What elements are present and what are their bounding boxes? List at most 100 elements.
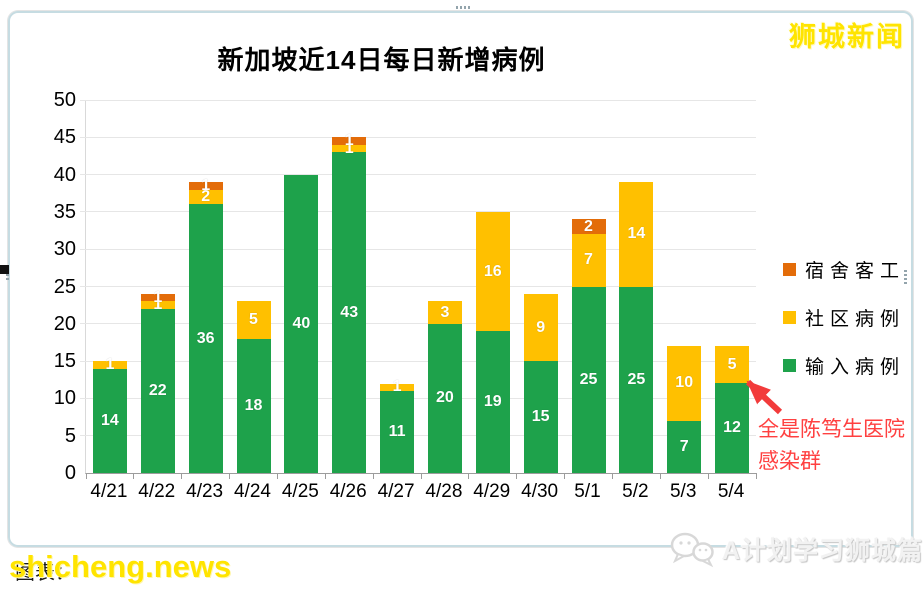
x-axis-label: 4/23 [186, 481, 224, 502]
watermark-shicheng-news-url: shicheng.news [9, 549, 232, 584]
resize-handle-right[interactable] [904, 270, 907, 285]
bar-segment-社区病例[interactable] [667, 346, 702, 421]
annotation-arrow-icon [745, 379, 783, 415]
gridline [80, 286, 756, 287]
y-axis-label: 30 [53, 238, 76, 261]
bar-data-label: 3 [440, 303, 450, 321]
chart-source-caption: 图表： [15, 562, 75, 584]
bar-segment-输入病例[interactable] [427, 323, 462, 473]
bar-segment-输入病例[interactable] [188, 204, 223, 473]
bar-segment-输入病例[interactable] [380, 390, 415, 473]
bar-data-label: 19 [483, 393, 502, 411]
bar-segment-社区病例[interactable] [619, 182, 654, 287]
bar-segment-宿舍客工[interactable] [188, 182, 223, 190]
bar-segment-输入病例[interactable] [140, 308, 175, 473]
gridline [80, 435, 756, 437]
bar-segment-输入病例[interactable] [715, 383, 750, 473]
bar-segment-输入病例[interactable] [667, 420, 702, 473]
plot-area[interactable]: 14 1 22 1 1 36 2 1 18 5 40 43 1 1 11 1 20 3 19 16 15 9 25 7 2 25 1… [80, 99, 757, 479]
bar-segment-输入病例[interactable] [332, 152, 367, 473]
bar-segment-输入病例[interactable] [523, 361, 558, 473]
gridline [80, 248, 756, 250]
bar-data-label: 14 [627, 225, 646, 243]
x-axis-tick [755, 473, 757, 479]
wechat-icon [670, 532, 714, 568]
bar-segment-输入病例[interactable] [619, 286, 654, 473]
y-axis-label: 40 [53, 163, 76, 186]
bar-segment-宿舍客工[interactable] [140, 293, 175, 302]
bar-data-label: 14 [101, 411, 119, 429]
bar-segment-社区病例[interactable] [140, 301, 175, 309]
legend-swatch-icon [783, 263, 796, 276]
x-axis-label: 5/3 [669, 481, 697, 502]
x-axis-label: 5/2 [622, 481, 649, 502]
page-edge-marker [0, 265, 9, 274]
bar-data-label: 5 [727, 355, 737, 373]
x-axis-tick [659, 473, 661, 479]
x-axis-tick [564, 473, 566, 479]
bar-segment-社区病例[interactable] [523, 293, 558, 362]
x-axis-label: 4/26 [329, 481, 367, 502]
y-axis-label: 10 [53, 387, 76, 410]
legend-label: 社区病例 [805, 309, 906, 330]
x-axis-label: 4/30 [521, 481, 559, 502]
y-axis-label: 5 [64, 424, 76, 447]
resize-handle-top[interactable] [456, 6, 471, 9]
x-axis-tick [420, 473, 422, 479]
bar-segment-社区病例[interactable] [715, 346, 750, 384]
y-axis-label: 25 [53, 275, 76, 298]
x-axis-label: 5/4 [717, 481, 745, 502]
bar-data-label: 15 [531, 408, 550, 426]
legend-item-输入病例[interactable]: 输入病例 [783, 352, 905, 379]
y-axis-label: 35 [53, 200, 76, 223]
bottom-right-logo-text: A计划学习狮城篇 [722, 537, 923, 565]
legend-item-宿舍客工[interactable]: 宿舍客工 [783, 256, 905, 283]
bar-segment-输入病例[interactable] [92, 368, 127, 473]
gridline [80, 397, 756, 399]
legend-label: 宿舍客工 [805, 261, 906, 282]
x-axis-tick [516, 473, 518, 479]
annotation-line2: 感染群 [758, 450, 821, 473]
bar-data-label: 36 [196, 329, 215, 347]
bar-data-label: 1 [153, 288, 163, 306]
bar-segment-社区病例[interactable] [188, 189, 223, 205]
legend-swatch-icon [783, 359, 796, 372]
bar-segment-社区病例[interactable] [475, 211, 510, 332]
x-axis-label: 4/27 [377, 481, 415, 502]
bar-segment-宿舍客工[interactable] [332, 137, 367, 145]
bar-data-label: 1 [392, 378, 402, 396]
bar-segment-社区病例[interactable] [571, 234, 606, 287]
bar-segment-社区病例[interactable] [380, 383, 415, 391]
chart-object-frame[interactable] [8, 11, 913, 547]
bar-segment-输入病例[interactable] [284, 174, 319, 473]
x-axis-tick [372, 473, 374, 479]
annotation-line1: 全是陈笃生医院 [758, 418, 905, 441]
bar-data-label: 5 [249, 311, 258, 329]
bar-segment-宿舍客工[interactable] [571, 219, 606, 235]
bar-data-label: 2 [584, 217, 593, 235]
bar-data-label: 1 [105, 355, 115, 373]
legend[interactable]: 宿舍客工社区病例输入病例 [783, 256, 905, 400]
bar-data-label: 43 [340, 303, 359, 321]
y-axis-label: 15 [53, 350, 76, 373]
bar-segment-输入病例[interactable] [475, 331, 510, 473]
x-axis-label: 4/24 [233, 481, 271, 502]
gridline [80, 99, 756, 101]
bar-data-label: 2 [201, 187, 211, 205]
bar-data-label: 7 [584, 251, 593, 269]
bar-data-label: 12 [723, 419, 741, 437]
x-axis-tick [85, 473, 87, 479]
bar-segment-输入病例[interactable] [571, 286, 606, 473]
bar-segment-社区病例[interactable] [236, 301, 271, 339]
bar-segment-社区病例[interactable] [427, 301, 462, 324]
bar-segment-社区病例[interactable] [92, 361, 127, 369]
bar-segment-输入病例[interactable] [236, 338, 271, 473]
legend-label: 输入病例 [805, 357, 906, 378]
x-axis-tick [229, 473, 231, 479]
legend-item-社区病例[interactable]: 社区病例 [783, 304, 905, 331]
x-axis-tick [324, 473, 326, 479]
x-axis-tick [133, 473, 135, 479]
bar-data-label: 9 [536, 318, 546, 336]
x-axis-tick [707, 473, 709, 479]
bar-segment-社区病例[interactable] [332, 144, 367, 153]
